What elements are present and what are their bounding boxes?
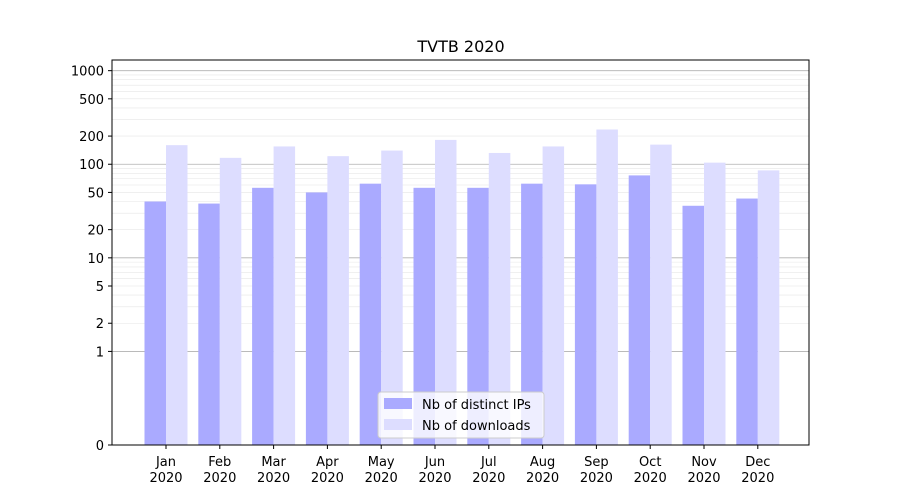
- legend-swatch-distinct-ips: [384, 398, 412, 409]
- bar-distinct-ips: [198, 203, 220, 445]
- bar-distinct-ips: [359, 183, 382, 445]
- bar-downloads: [166, 145, 188, 445]
- bar-downloads: [596, 129, 618, 445]
- x-tick-label: Jan 2020: [149, 455, 182, 486]
- bar-distinct-ips: [305, 192, 328, 445]
- bar-distinct-ips: [467, 187, 489, 445]
- x-tick-label: Mar 2020: [257, 455, 290, 486]
- y-tick-label: 2: [96, 317, 104, 332]
- chart-title: TVTB 2020: [416, 37, 504, 56]
- legend-label-distinct-ips: Nb of distinct IPs: [422, 398, 531, 413]
- y-tick-label: 5: [96, 280, 104, 295]
- x-tick-label: Nov 2020: [687, 455, 720, 486]
- y-axis: 0 1 2 5 10 20 50 100 200 500 1000: [71, 65, 112, 454]
- bar-distinct-ips: [252, 187, 274, 445]
- y-tick-label: 0: [96, 439, 104, 454]
- bar-downloads: [757, 170, 780, 445]
- bar-downloads: [704, 162, 726, 445]
- y-tick-label: 500: [79, 93, 104, 108]
- x-tick-label: Feb 2020: [203, 455, 236, 486]
- x-tick-label: Apr 2020: [311, 455, 344, 486]
- bar-distinct-ips: [413, 187, 435, 445]
- bar-downloads: [542, 146, 565, 446]
- x-tick-label: Oct 2020: [634, 455, 667, 486]
- x-tick-label: Sep 2020: [580, 455, 613, 486]
- bar-distinct-ips: [628, 175, 651, 445]
- bar-downloads: [435, 139, 457, 445]
- y-tick-label: 1: [96, 345, 104, 360]
- y-tick-label: 20: [87, 224, 104, 239]
- x-tick-label: Dec 2020: [741, 455, 774, 486]
- x-tick-label: Jun 2020: [418, 455, 451, 486]
- bar-downloads: [327, 156, 349, 445]
- bar-distinct-ips: [736, 198, 758, 445]
- bar-downloads: [381, 150, 403, 445]
- bar-downloads: [219, 157, 242, 446]
- x-axis: Jan 2020 Feb 2020 Mar 2020 Apr 2020 May 2020 Jun 20…: [149, 445, 774, 486]
- x-tick-label: May 2020: [365, 455, 398, 486]
- plot-frame: [111, 59, 810, 446]
- legend-box: [377, 391, 545, 439]
- bars: [144, 129, 780, 446]
- bar-distinct-ips: [682, 205, 704, 445]
- bar-downloads: [273, 146, 296, 446]
- bar-downloads: [650, 144, 672, 445]
- bar-distinct-ips: [144, 201, 166, 445]
- legend: Nb of distinct IPs Nb of downloads: [377, 391, 545, 439]
- x-tick-label: Jul 2020: [472, 455, 505, 486]
- bar-distinct-ips: [574, 184, 597, 445]
- y-tick-label: 200: [79, 130, 104, 145]
- legend-label-downloads: Nb of downloads: [422, 419, 531, 434]
- y-tick-label: 10: [87, 252, 104, 267]
- y-tick-label: 50: [87, 186, 104, 201]
- y-tick-label: 100: [79, 158, 104, 173]
- bar-distinct-ips: [521, 183, 543, 445]
- bar-downloads: [488, 152, 511, 445]
- x-tick-label: Aug 2020: [526, 455, 559, 486]
- legend-swatch-downloads: [384, 419, 412, 430]
- y-tick-label: 1000: [71, 65, 104, 80]
